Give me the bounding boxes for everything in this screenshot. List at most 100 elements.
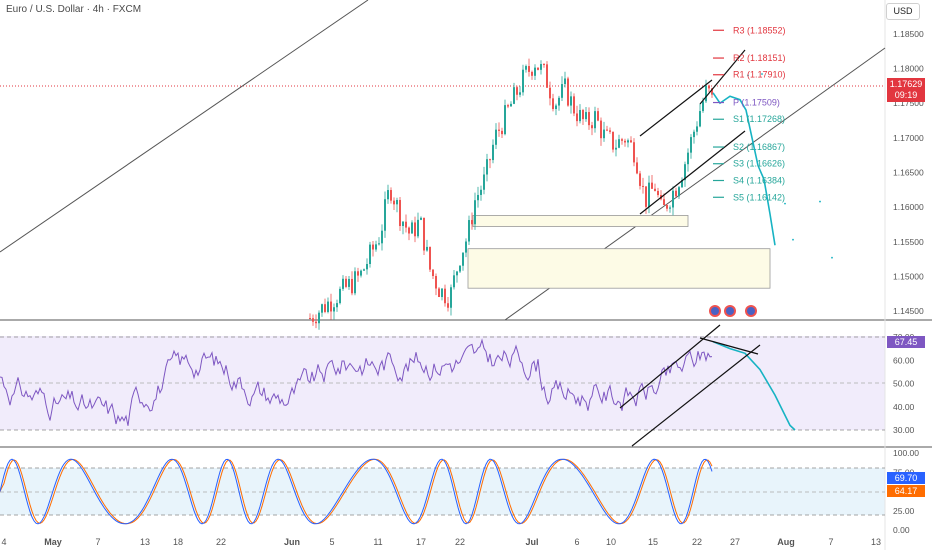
time-tick-label: 15	[648, 537, 658, 547]
candle-body	[477, 194, 479, 201]
candle-body	[435, 276, 437, 289]
candle-body	[507, 105, 509, 107]
candle-body	[582, 109, 584, 120]
stoch-k-line	[0, 458, 713, 525]
candle-body	[444, 288, 446, 304]
candle-body	[654, 188, 656, 191]
event-markers[interactable]	[709, 305, 757, 317]
projection-path[interactable]	[712, 92, 776, 246]
time-tick-label: 22	[692, 537, 702, 547]
projection-dots	[747, 73, 833, 259]
current-price-value: 1.17629	[889, 79, 923, 89]
candle-body	[345, 278, 347, 287]
symbol-title[interactable]: Euro / U.S. Dollar · 4h · FXCM	[6, 4, 142, 15]
candle-body	[498, 129, 500, 131]
candle-body	[378, 243, 380, 245]
candle-body	[471, 220, 473, 225]
candle-body	[516, 87, 518, 95]
price-tick-label: 1.14500	[893, 306, 924, 316]
candle-body	[552, 98, 554, 110]
pivot-label-r1: R1 (1.17910)	[733, 70, 786, 80]
candle-body	[375, 244, 377, 250]
time-tick-label: Jun	[284, 537, 300, 547]
time-tick-label: 7	[95, 537, 100, 547]
time-axis-ticks[interactable]: 4 May 7 13 18 22 Jun 5 11 17 22 Jul 6 10 15 22 27 Aug 7 13	[1, 537, 881, 547]
zone-1[interactable]	[472, 215, 689, 227]
candle-body	[600, 120, 602, 139]
candle-body	[309, 318, 311, 319]
candle-body	[519, 92, 521, 95]
candle-body	[405, 221, 407, 228]
zone-2[interactable]	[467, 248, 771, 289]
candle-body	[624, 140, 626, 143]
channel-upper-line[interactable]	[639, 79, 713, 137]
projection-dot	[761, 73, 763, 75]
price-tick-label: 1.16500	[893, 167, 924, 177]
candle-body	[483, 174, 485, 190]
stoch-tick-label: 0.00	[893, 525, 910, 535]
candle-body	[615, 147, 617, 150]
time-tick-label: 13	[140, 537, 150, 547]
candle-body	[708, 85, 710, 89]
rsi-projection-path[interactable]	[712, 340, 796, 431]
candle-body	[390, 190, 392, 201]
pivot-label-p: P (1.17509)	[733, 98, 780, 108]
candle-body	[501, 130, 503, 135]
channel-lower-line[interactable]	[639, 130, 746, 215]
rsi-resistance-line[interactable]	[699, 337, 759, 355]
time-tick-label: 4	[1, 537, 6, 547]
trendline-long-upper[interactable]	[0, 0, 369, 253]
candle-body	[705, 85, 707, 102]
candle-body	[411, 222, 413, 234]
candle-body	[618, 139, 620, 148]
candle-body	[351, 278, 353, 294]
candle-body	[426, 246, 428, 251]
channel-upper-extension[interactable]	[699, 49, 746, 105]
candle-body	[480, 189, 482, 195]
candle-body	[438, 288, 440, 298]
candle-body	[669, 207, 671, 209]
candle-body	[591, 125, 593, 129]
time-tick-label: 17	[416, 537, 426, 547]
price-axis-ticks[interactable]: 1.18500 1.18000 1.17500 1.17000 1.16500 1.160…	[893, 29, 924, 316]
pivot-label-s1: S1 (1.17268)	[733, 114, 785, 124]
pivot-label-s5: S5 (1.16142)	[733, 192, 785, 202]
candle-body	[372, 244, 374, 250]
candle-body	[402, 221, 404, 227]
candle-body	[573, 96, 575, 114]
candle-body	[531, 71, 533, 76]
candle-body	[570, 96, 572, 106]
current-price-badge: 1.17629 09:19	[887, 78, 925, 102]
candle-body	[495, 129, 497, 145]
time-tick-label: 27	[730, 537, 740, 547]
currency-button[interactable]: USD	[886, 3, 920, 20]
candle-body	[399, 199, 401, 227]
candle-body	[540, 64, 542, 70]
candle-body	[672, 190, 674, 208]
candle-body	[603, 129, 605, 139]
candle-body	[321, 304, 323, 313]
candle-body	[396, 199, 398, 205]
time-tick-label: 7	[828, 537, 833, 547]
rsi-channel-lower[interactable]	[631, 344, 761, 447]
price-candles	[309, 58, 713, 330]
candle-body	[456, 271, 458, 276]
time-tick-label: 22	[216, 537, 226, 547]
candle-body	[486, 159, 488, 175]
candle-body	[642, 185, 644, 187]
bar-countdown: 09:19	[894, 90, 918, 100]
candle-body	[534, 67, 536, 76]
event-marker-1-inner	[711, 307, 719, 315]
rsi-value-badge: 67.45	[887, 336, 925, 348]
candle-body	[690, 137, 692, 153]
candle-body	[432, 269, 434, 277]
stoch-tick-label: 100.00	[893, 448, 919, 458]
stoch-background	[0, 468, 885, 515]
time-tick-label: Aug	[777, 537, 795, 547]
candle-body	[414, 222, 416, 237]
candle-body	[666, 205, 668, 209]
stoch-d-badge: 64.17	[887, 485, 925, 497]
supply-demand-zones[interactable]	[467, 215, 771, 289]
candle-body	[315, 321, 317, 324]
